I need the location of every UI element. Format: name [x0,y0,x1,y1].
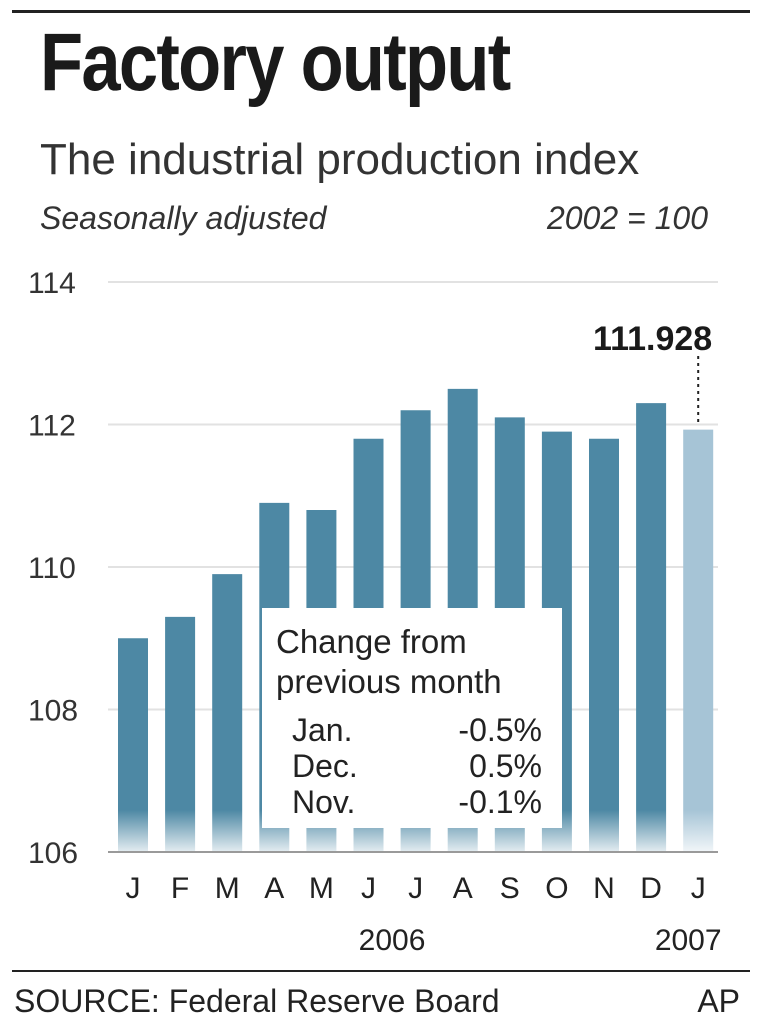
y-tick-label: 114 [28,267,76,300]
y-tick-label: 110 [28,552,76,585]
bottom-rule [12,970,750,972]
credit-line: AP [697,983,740,1019]
x-tick-label: O [545,872,568,905]
callout-value-label: 111.928 [593,320,712,358]
inset-month: Nov. [292,784,356,820]
x-tick-label: M [215,872,240,905]
y-tick-label: 106 [28,837,78,870]
x-tick-label: M [309,872,334,905]
inset-row-jan: Jan. -0.5% [262,712,562,748]
year-label-2007: 2007 [655,924,722,957]
x-tick-label: D [640,872,662,905]
bar [165,616,196,852]
inset-month: Jan. [292,712,353,748]
x-tick-label: A [453,872,473,905]
x-tick-label: F [171,872,189,905]
inset-value: 0.5% [469,748,542,784]
bar [683,429,714,852]
x-tick-label: J [408,872,423,905]
year-label-2006: 2006 [359,924,426,957]
x-tick-label: J [361,872,376,905]
source-line: SOURCE: Federal Reserve Board [14,983,500,1019]
bar [118,638,148,852]
change-inset-box: Change from previous month Jan. -0.5% De… [262,608,562,828]
x-tick-label: J [691,872,706,905]
x-tick-label: A [264,872,284,905]
chart-subtitle: The industrial production index [40,135,640,184]
top-rule [12,10,750,13]
inset-heading: Change from previous month [276,622,502,702]
y-tick-label: 112 [28,410,76,443]
inset-month: Dec. [292,748,358,784]
inset-heading-line2: previous month [276,663,502,700]
inset-row-dec: Dec. 0.5% [262,748,562,784]
bar [636,403,667,852]
y-tick-label: 108 [28,695,78,728]
inset-heading-line1: Change from [276,623,467,660]
x-tick-label: N [593,872,615,905]
inset-value: -0.5% [458,712,542,748]
bar [589,438,619,852]
chart-title: Factory output [40,17,511,108]
x-tick-label: S [500,872,520,905]
x-tick-label: J [126,872,141,905]
seasonal-note: Seasonally adjusted [40,200,327,236]
bar [212,574,243,852]
index-base-note: 2002 = 100 [546,200,708,236]
inset-row-nov: Nov. -0.1% [262,784,562,820]
inset-value: -0.1% [458,784,542,820]
